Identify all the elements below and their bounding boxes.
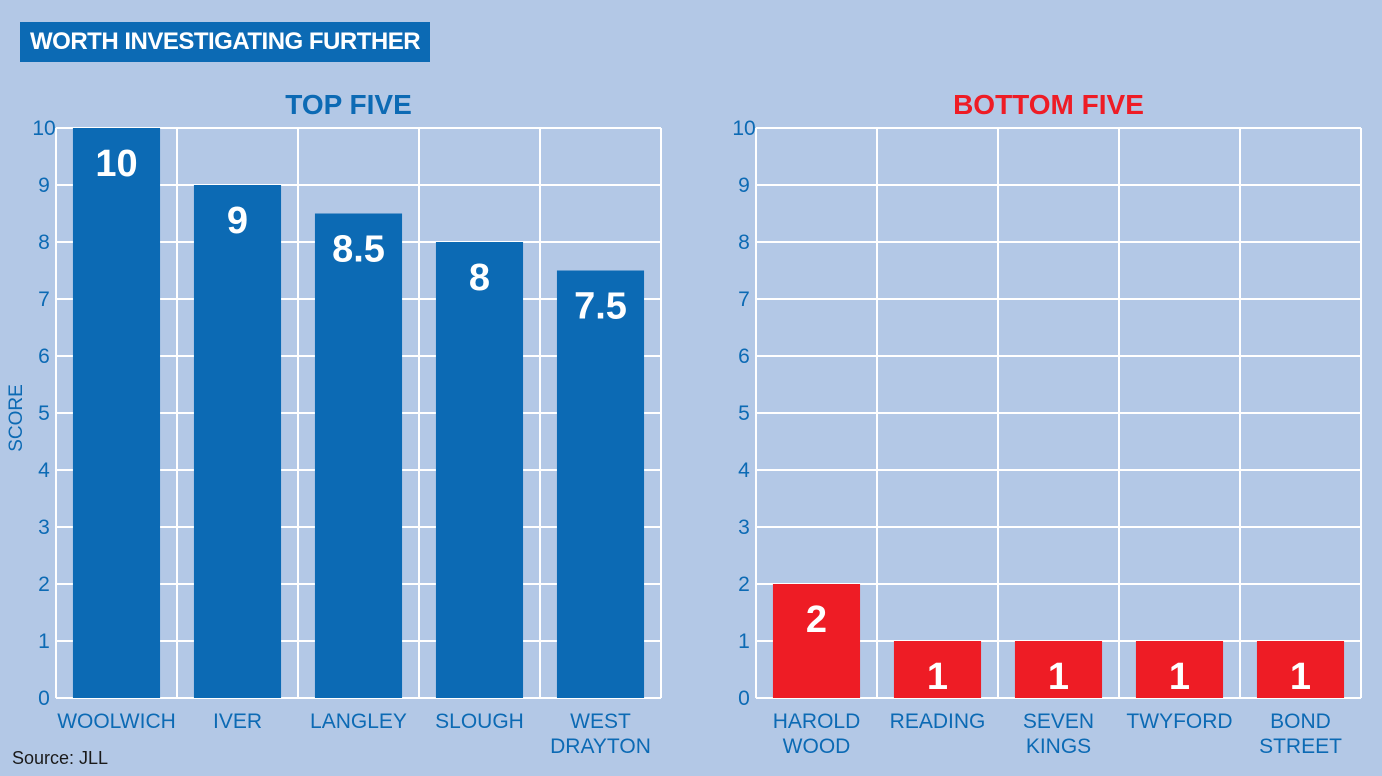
category-label: SLOUGH [435, 710, 524, 733]
category-label: DRAYTON [550, 735, 651, 758]
category-label: WOOD [783, 735, 851, 758]
y-tick-label: 6 [38, 345, 50, 368]
chart-title: TOP FIVE [285, 89, 412, 120]
bar [314, 213, 403, 698]
bar [72, 128, 161, 698]
y-tick-label: 5 [38, 402, 50, 425]
y-tick-label: 8 [738, 231, 750, 254]
category-label: WEST [570, 710, 631, 733]
y-tick-label: 7 [738, 288, 750, 311]
y-tick-label: 3 [738, 516, 750, 539]
y-tick-label: 3 [38, 516, 50, 539]
y-tick-label: 10 [32, 117, 55, 140]
bar [556, 270, 645, 698]
bar-value-label: 10 [95, 143, 137, 185]
bar [772, 584, 861, 698]
bar-value-label: 7.5 [574, 286, 627, 328]
category-label: WOOLWICH [57, 710, 176, 733]
y-tick-label: 1 [38, 630, 50, 653]
y-axis-label: SCORE [6, 384, 27, 452]
bar [1135, 641, 1224, 698]
bar-value-label: 2 [806, 599, 827, 641]
y-tick-label: 5 [738, 402, 750, 425]
y-tick-label: 2 [738, 573, 750, 596]
source-note: Source: JLL [12, 748, 109, 768]
bar-value-label: 8.5 [332, 229, 385, 271]
bar-value-label: 8 [469, 257, 490, 299]
category-label: LANGLEY [310, 710, 407, 733]
bar [1256, 641, 1345, 698]
y-tick-label: 0 [738, 687, 750, 710]
category-label: IVER [213, 710, 262, 733]
category-label: READING [890, 710, 986, 733]
bar-value-label: 1 [927, 656, 948, 698]
bar-value-label: 1 [1048, 656, 1069, 698]
y-tick-label: 6 [738, 345, 750, 368]
chart-title: BOTTOM FIVE [953, 89, 1144, 120]
y-tick-label: 4 [38, 459, 50, 482]
y-tick-label: 0 [38, 687, 50, 710]
y-tick-label: 10 [732, 117, 755, 140]
bar-value-label: 1 [1290, 656, 1311, 698]
y-tick-label: 1 [738, 630, 750, 653]
category-label: SEVEN [1023, 710, 1094, 733]
y-tick-label: 8 [38, 231, 50, 254]
bar [193, 185, 282, 698]
y-tick-label: 2 [38, 573, 50, 596]
y-tick-label: 7 [38, 288, 50, 311]
y-tick-label: 9 [38, 174, 50, 197]
category-label: BOND [1270, 710, 1331, 733]
category-label: TWYFORD [1126, 710, 1232, 733]
category-label: STREET [1259, 735, 1342, 758]
category-label: KINGS [1026, 735, 1091, 758]
bar-value-label: 1 [1169, 656, 1190, 698]
banner-title: WORTH INVESTIGATING FURTHER [20, 22, 431, 62]
bar [893, 641, 982, 698]
bar [435, 242, 524, 698]
y-tick-label: 4 [738, 459, 750, 482]
bar [1014, 641, 1103, 698]
y-tick-label: 9 [738, 174, 750, 197]
category-label: HAROLD [773, 710, 861, 733]
bar-value-label: 9 [227, 200, 248, 242]
